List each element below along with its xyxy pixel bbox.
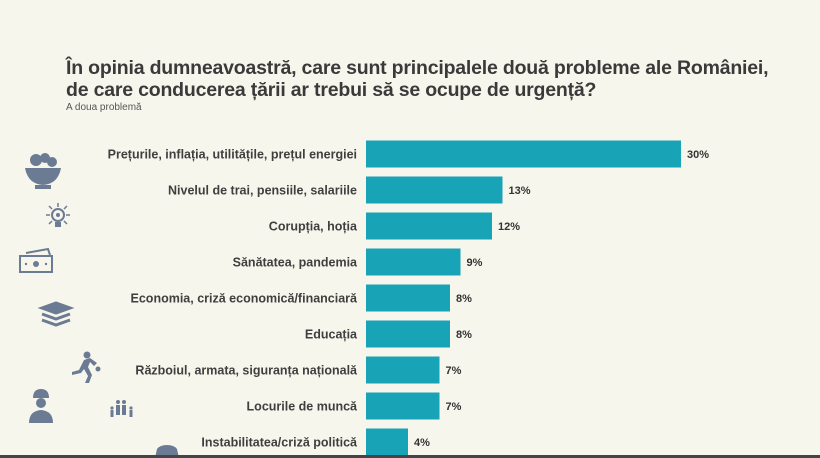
books-icon [37,301,75,327]
value-label: 9% [467,257,483,269]
value-label: 8% [456,293,472,305]
value-label: 8% [456,329,472,341]
bar [366,356,440,384]
worker-icon [29,389,53,423]
category-label: Prețurile, inflația, utilitățile, prețul… [108,148,357,162]
value-label: 30% [687,149,709,161]
chart-title: În opinia dumneavoastră, care sunt princ… [66,57,769,101]
category-label: Corupția, hoția [269,220,358,234]
icons-group [19,153,179,458]
category-label: Sănătatea, pandemia [233,256,358,270]
bottom-border [0,455,820,458]
bar [366,284,450,312]
category-label: Economia, criză economică/financiară [131,292,359,306]
bar [366,392,440,420]
bar [366,428,408,456]
value-label: 13% [509,185,531,197]
value-label: 7% [446,401,462,413]
category-label: Nivelul de trai, pensiile, salariile [168,184,357,198]
bars-group: Prețurile, inflația, utilitățile, prețul… [108,140,709,456]
category-label: Locurile de muncă [247,400,358,414]
value-label: 4% [414,437,430,449]
chart-subtitle: A doua problemă [66,102,142,113]
money-icon [19,247,53,273]
runner-icon [72,351,101,383]
bar [366,140,681,168]
category-label: Instabilitatea/criză politică [201,436,358,450]
family-icon [110,400,133,417]
value-label: 7% [446,365,462,377]
category-label: Războiul, armata, siguranța națională [135,364,358,378]
car-icon [155,445,179,458]
bar [366,320,450,348]
category-label: Educația [305,328,358,342]
value-label: 12% [498,221,520,233]
bar [366,176,503,204]
fruit-bowl-icon [25,153,61,189]
lightbulb-icon [46,203,70,227]
bar [366,212,492,240]
bar [366,248,461,276]
